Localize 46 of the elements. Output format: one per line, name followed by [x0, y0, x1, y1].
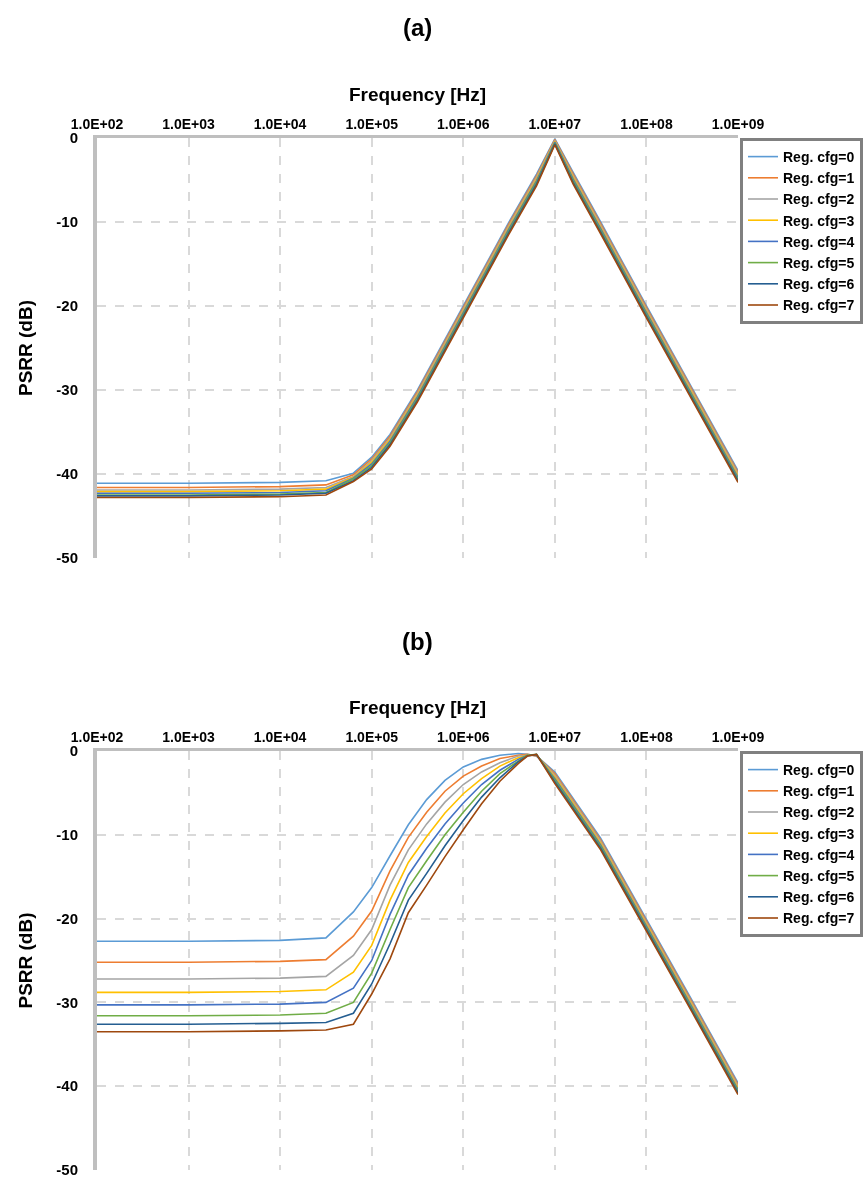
chart-title: (b) [402, 628, 433, 655]
y-tick-label: -20 [56, 909, 78, 927]
x-tick-label: 1.0E+03 [162, 116, 216, 133]
x-tick-label: 1.0E+06 [437, 116, 490, 133]
y-axis-title: PSRR (dB) [14, 912, 36, 1009]
y-axis-title: PSRR (dB) [14, 299, 36, 397]
x-tick-label: 1.0E+09 [711, 729, 765, 746]
x-tick-label: 1.0E+04 [253, 729, 307, 746]
legend-label: Reg. cfg=0 [783, 149, 855, 166]
legend-label: Reg. cfg=5 [783, 255, 855, 272]
legend-label: Reg. cfg=4 [783, 846, 855, 863]
y-tick-label: -20 [56, 297, 78, 315]
x-tick-label: 1.0E+03 [162, 729, 216, 746]
x-tick-label: 1.0E+08 [620, 729, 673, 746]
legend-label: Reg. cfg=1 [783, 783, 855, 800]
legend-label: Reg. cfg=3 [783, 825, 855, 842]
legend-label: Reg. cfg=0 [783, 762, 855, 779]
y-tick-label: -40 [56, 465, 78, 483]
chart-title: (a) [403, 14, 433, 41]
legend-label: Reg. cfg=5 [783, 868, 855, 885]
legend-label: Reg. cfg=7 [783, 910, 855, 927]
x-axis-title: Frequency [Hz] [348, 84, 487, 106]
legend-label: Reg. cfg=6 [783, 889, 855, 906]
x-tick-label: 1.0E+04 [253, 116, 307, 133]
legend-label: Reg. cfg=2 [783, 804, 855, 821]
legend-label: Reg. cfg=6 [783, 276, 855, 293]
x-tick-label: 1.0E+07 [528, 116, 582, 133]
x-tick-label: 1.0E+05 [345, 116, 399, 133]
legend-label: Reg. cfg=7 [783, 297, 855, 314]
y-tick-label: -30 [56, 381, 78, 399]
y-tick-label: -50 [56, 549, 78, 567]
x-tick-label: 1.0E+06 [437, 729, 490, 746]
legend-label: Reg. cfg=2 [783, 191, 855, 208]
y-tick-label: -30 [56, 993, 78, 1011]
x-tick-label: 1.0E+08 [620, 116, 673, 133]
x-tick-label: 1.0E+05 [345, 729, 399, 746]
y-tick-label: -10 [56, 213, 78, 231]
x-tick-label: 1.0E+07 [528, 729, 582, 746]
legend-label: Reg. cfg=1 [783, 170, 855, 187]
y-tick-label: -40 [56, 1077, 78, 1095]
x-tick-label: 1.0E+09 [711, 116, 765, 133]
x-axis-title: Frequency [Hz] [348, 697, 487, 719]
legend-label: Reg. cfg=3 [783, 212, 855, 229]
y-tick-label: -50 [56, 1161, 78, 1179]
y-tick-label: -10 [56, 826, 78, 844]
legend-label: Reg. cfg=4 [783, 233, 855, 250]
